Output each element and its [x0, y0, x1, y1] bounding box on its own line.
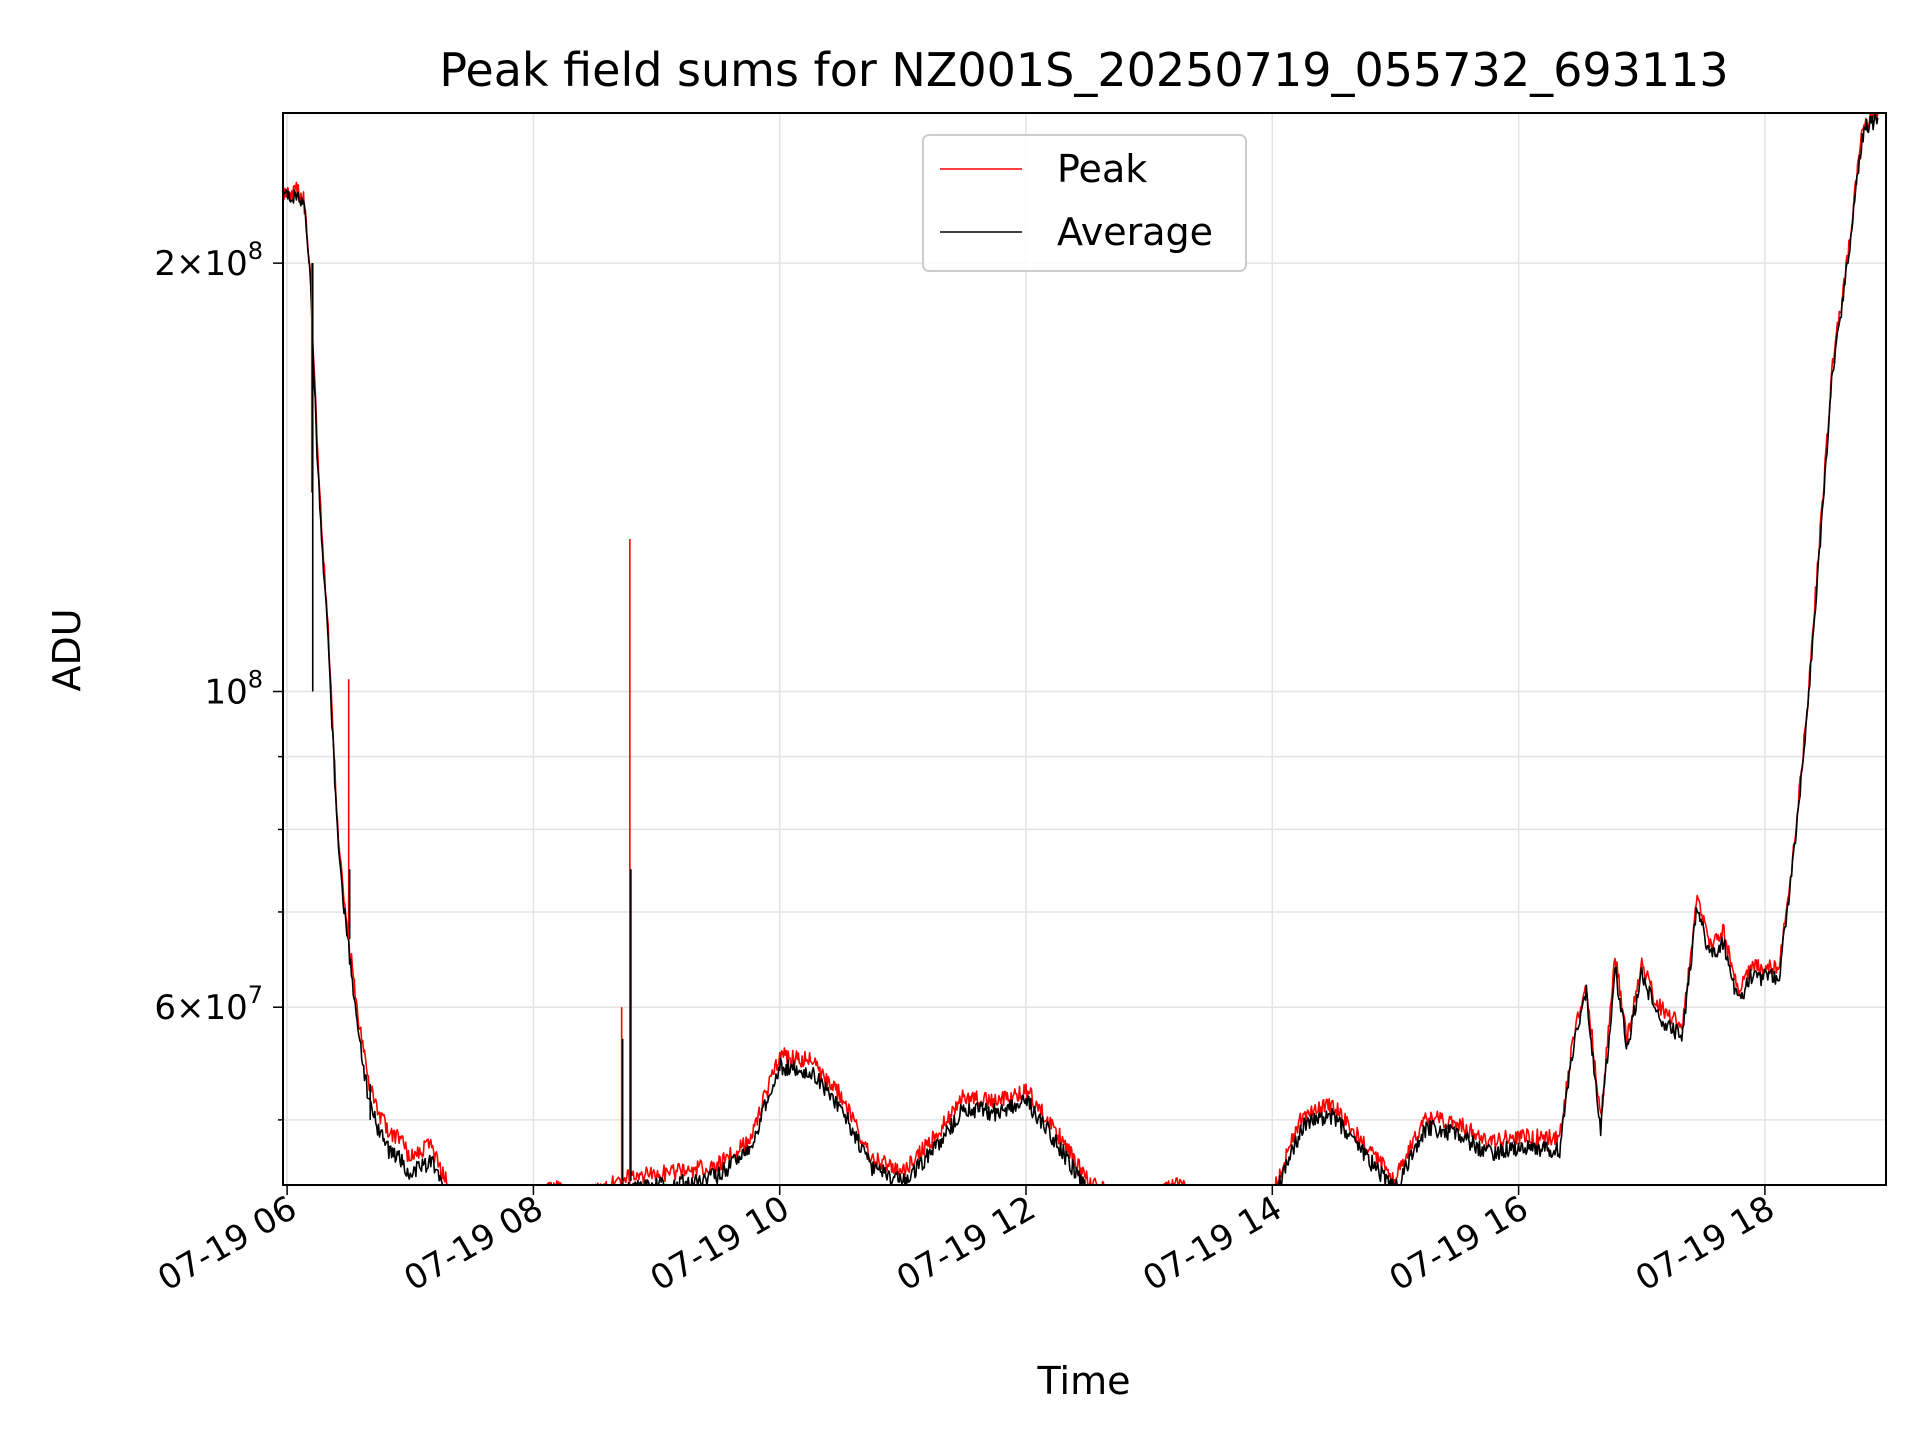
y-tick-label: 6×107: [154, 981, 263, 1028]
y-tick-mantissa: 2: [154, 244, 176, 284]
y-tick-label: 108: [204, 666, 263, 713]
y-tick-base: 10: [204, 988, 247, 1028]
legend-average-label: Average: [1057, 210, 1213, 254]
y-tick-base: 10: [204, 244, 247, 284]
series-group: [283, 113, 1879, 1185]
legend-peak-label: Peak: [1057, 147, 1147, 191]
y-tick-exponent: 8: [248, 666, 263, 694]
y-tick-mantissa: 6: [154, 988, 176, 1028]
y-tick-times: ×: [176, 988, 205, 1028]
x-axis-label: Time: [1037, 1359, 1131, 1403]
y-tick-times: ×: [176, 244, 205, 284]
plot-frame: [282, 112, 1887, 1186]
y-axis-label: ADU: [45, 608, 89, 691]
y-tick-base: 10: [204, 673, 247, 713]
y-tick-label: 2×108: [154, 237, 263, 284]
chart-title: Peak field sums for NZ001S_20250719_0557…: [439, 43, 1728, 97]
legend: Peak Average: [922, 134, 1247, 272]
y-tick-exponent: 7: [248, 981, 263, 1009]
series-line-average: [283, 113, 1879, 1185]
y-tick-exponent: 8: [248, 237, 263, 265]
